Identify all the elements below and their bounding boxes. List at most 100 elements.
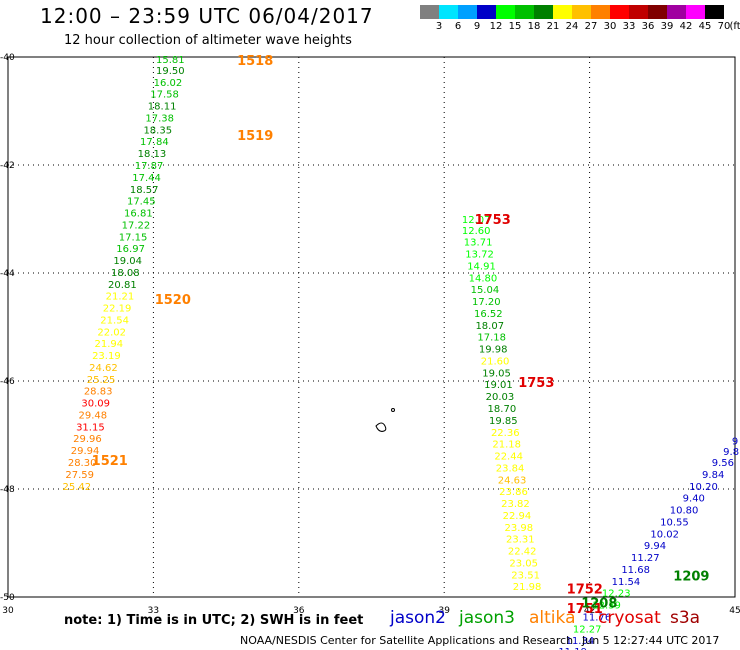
scale-swatch (667, 5, 686, 19)
y-tick-label: -48 (0, 485, 15, 495)
wave-height-value: 9.56 (712, 458, 734, 469)
track-west: 15.8119.5016.0217.5818.1117.3818.3517.84… (63, 55, 185, 493)
wave-height-value: 11.19 (558, 647, 587, 650)
wave-height-value: 29.48 (78, 410, 107, 421)
track-middle: 12.0712.6013.7113.7214.9114.8015.0417.20… (462, 215, 542, 593)
wave-height-value: 22.36 (491, 428, 520, 439)
wave-height-value: 15.04 (471, 285, 500, 296)
color-scale-bar (420, 5, 724, 19)
wave-height-value: 28.83 (84, 387, 113, 398)
pass-time-label: 1753 (475, 213, 511, 228)
satellite-s3a-label: s3a (670, 608, 701, 628)
satellite-jason2-label: jason2 (390, 608, 446, 628)
wave-height-value: 17.15 (119, 232, 148, 243)
scale-label: 24 (565, 21, 579, 32)
wave-height-value: 18.07 (475, 321, 504, 332)
wave-height-value: 16.97 (116, 244, 145, 255)
wave-height-value: 14.80 (469, 273, 498, 284)
pass-time-label: 1519 (237, 129, 273, 144)
wave-height-value: 21.60 (481, 356, 510, 367)
scale-label: 21 (546, 21, 560, 32)
wave-height-value: 16.52 (474, 309, 503, 320)
y-tick-label: -44 (0, 269, 15, 279)
map-subtitle: 12 hour collection of altimeter wave hei… (64, 33, 352, 48)
wave-height-value: 31.15 (76, 422, 105, 433)
pass-time-label: 1208 (581, 596, 617, 611)
scale-label: 45 (698, 21, 712, 32)
wave-height-value: 24.63 (498, 475, 527, 486)
pass-time-label: 1521 (92, 454, 128, 469)
wave-height-value: 27.59 (65, 470, 94, 481)
wave-height-value: 10.80 (670, 506, 699, 517)
scale-label: 36 (641, 21, 655, 32)
wave-height-value: 23.98 (505, 523, 534, 534)
wave-height-value: 12.23 (602, 589, 631, 600)
wave-height-value: 17.22 (122, 220, 151, 231)
wave-height-value: 22.94 (503, 511, 532, 522)
wave-height-value: 16.02 (154, 78, 183, 89)
pass-time-label: 1752 (567, 582, 603, 597)
wave-height-value: 29.94 (71, 446, 100, 457)
wave-height-value: 25.42 (63, 482, 92, 493)
wave-height-value: 29.96 (73, 434, 102, 445)
y-tick-label: -46 (0, 377, 15, 387)
wave-height-value: 22.19 (103, 304, 132, 315)
wave-height-value: 23.19 (92, 351, 121, 362)
wave-height-value: 11.27 (631, 553, 660, 564)
x-tick-label: 45 (729, 606, 740, 616)
wave-height-value: 9.94 (644, 541, 666, 552)
scale-swatch (458, 5, 477, 19)
satellite-cryosat-label: cryosat (598, 608, 661, 628)
wave-height-value: 12.07 (462, 215, 491, 226)
wave-height-value: 19.50 (156, 66, 185, 77)
satellite-altika-label: altika (529, 608, 576, 628)
scale-label: 3 (435, 21, 443, 32)
scale-swatch (591, 5, 610, 19)
wave-height-value: 10.02 (650, 529, 679, 540)
x-tick-label: 30 (2, 606, 14, 616)
islet-outline (391, 408, 395, 412)
scale-swatch (515, 5, 534, 19)
scale-swatch (629, 5, 648, 19)
scale-label: 27 (584, 21, 598, 32)
scale-label: 30 (603, 21, 617, 32)
wave-height-value: 12.27 (573, 624, 602, 635)
wave-height-value: 17.45 (127, 197, 156, 208)
wave-height-value: 21.18 (492, 440, 521, 451)
wave-height-value: 11.54 (612, 577, 641, 588)
scale-swatch (553, 5, 572, 19)
wave-height-value: 18.08 (111, 268, 140, 279)
wave-height-value: 12.60 (462, 226, 491, 237)
wave-height-value: 21.94 (94, 339, 123, 350)
scale-swatch (705, 5, 724, 19)
wave-height-value: 21.98 (513, 582, 542, 593)
y-tick-label: -50 (0, 593, 15, 603)
y-tick-label: -40 (0, 53, 15, 63)
wave-height-value: 22.42 (508, 547, 537, 558)
wave-height-value: 22.02 (97, 327, 126, 338)
track-east: 99.89.569.8410.209.4010.8010.5510.029.94… (558, 436, 739, 650)
generated-timestamp: Jun 5 12:27:44 UTC 2017 (582, 634, 720, 647)
wave-height-value: 24.62 (89, 363, 118, 374)
wave-height-value: 18.35 (143, 125, 172, 136)
wave-height-value: 17.84 (140, 137, 169, 148)
wave-height-value: 23.05 (509, 558, 538, 569)
wave-height-value: 18.70 (488, 404, 517, 415)
scale-label: 12 (489, 21, 503, 32)
wave-height-value: 12.39 (592, 601, 621, 612)
wave-height-value: 20.03 (486, 392, 515, 403)
scale-label: 42 (679, 21, 693, 32)
wave-height-value: 18.11 (148, 102, 177, 113)
island-outline (375, 422, 387, 432)
scale-swatch (572, 5, 591, 19)
pass-time-label: 1520 (155, 293, 191, 308)
x-tick-label: 42 (584, 606, 595, 616)
scale-label: 33 (622, 21, 636, 32)
scale-label: 6 (454, 21, 462, 32)
wave-height-value: 11.34 (566, 636, 595, 647)
wave-height-value: 13.72 (465, 250, 494, 261)
wave-height-value: 13.71 (464, 238, 493, 249)
scale-swatch (648, 5, 667, 19)
